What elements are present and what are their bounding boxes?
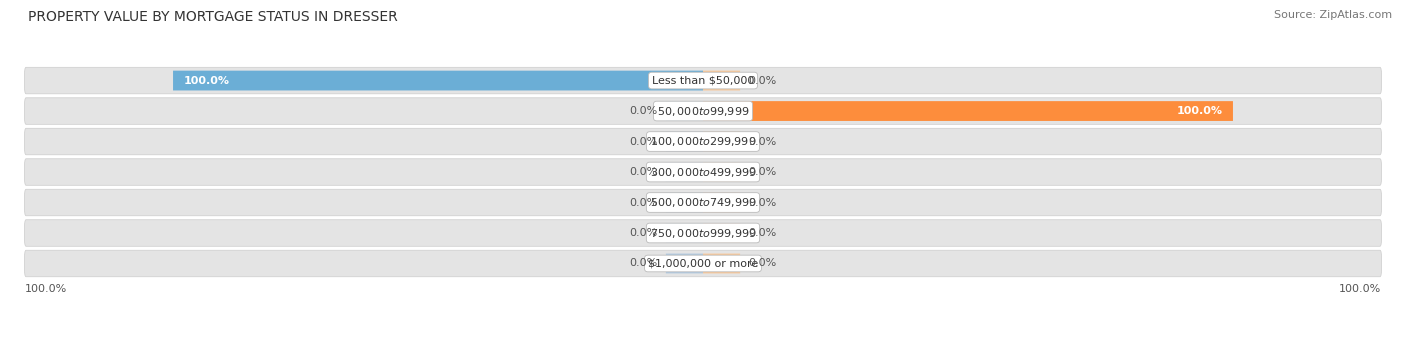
Text: 0.0%: 0.0% [630,136,658,147]
FancyBboxPatch shape [666,132,703,151]
Text: 100.0%: 100.0% [25,284,67,294]
Text: $500,000 to $749,999: $500,000 to $749,999 [650,196,756,209]
Text: 0.0%: 0.0% [630,167,658,177]
Text: 0.0%: 0.0% [748,167,776,177]
FancyBboxPatch shape [666,254,703,273]
FancyBboxPatch shape [24,128,1382,155]
Text: PROPERTY VALUE BY MORTGAGE STATUS IN DRESSER: PROPERTY VALUE BY MORTGAGE STATUS IN DRE… [28,10,398,24]
Text: $1,000,000 or more: $1,000,000 or more [648,258,758,268]
Text: 0.0%: 0.0% [748,76,776,86]
FancyBboxPatch shape [24,67,1382,94]
FancyBboxPatch shape [24,159,1382,185]
FancyBboxPatch shape [24,250,1382,277]
FancyBboxPatch shape [24,98,1382,124]
Text: $100,000 to $299,999: $100,000 to $299,999 [650,135,756,148]
Text: Source: ZipAtlas.com: Source: ZipAtlas.com [1274,10,1392,20]
FancyBboxPatch shape [703,223,740,243]
Text: 0.0%: 0.0% [630,197,658,208]
FancyBboxPatch shape [703,193,740,212]
FancyBboxPatch shape [703,132,740,151]
FancyBboxPatch shape [24,189,1382,216]
Text: 0.0%: 0.0% [748,136,776,147]
Text: 0.0%: 0.0% [748,258,776,268]
FancyBboxPatch shape [173,71,703,90]
Text: Less than $50,000: Less than $50,000 [652,76,754,86]
FancyBboxPatch shape [666,223,703,243]
Text: 0.0%: 0.0% [630,228,658,238]
Text: 0.0%: 0.0% [748,197,776,208]
Text: 0.0%: 0.0% [630,258,658,268]
Text: $750,000 to $999,999: $750,000 to $999,999 [650,226,756,239]
FancyBboxPatch shape [703,162,740,182]
FancyBboxPatch shape [666,162,703,182]
Text: $300,000 to $499,999: $300,000 to $499,999 [650,165,756,179]
Text: 0.0%: 0.0% [630,106,658,116]
FancyBboxPatch shape [24,220,1382,246]
FancyBboxPatch shape [703,71,740,90]
Text: $50,000 to $99,999: $50,000 to $99,999 [657,105,749,118]
Text: 100.0%: 100.0% [1177,106,1222,116]
Text: 100.0%: 100.0% [184,76,229,86]
FancyBboxPatch shape [703,254,740,273]
FancyBboxPatch shape [666,101,703,121]
FancyBboxPatch shape [666,193,703,212]
Text: 100.0%: 100.0% [1339,284,1381,294]
FancyBboxPatch shape [703,101,1233,121]
Text: 0.0%: 0.0% [748,228,776,238]
